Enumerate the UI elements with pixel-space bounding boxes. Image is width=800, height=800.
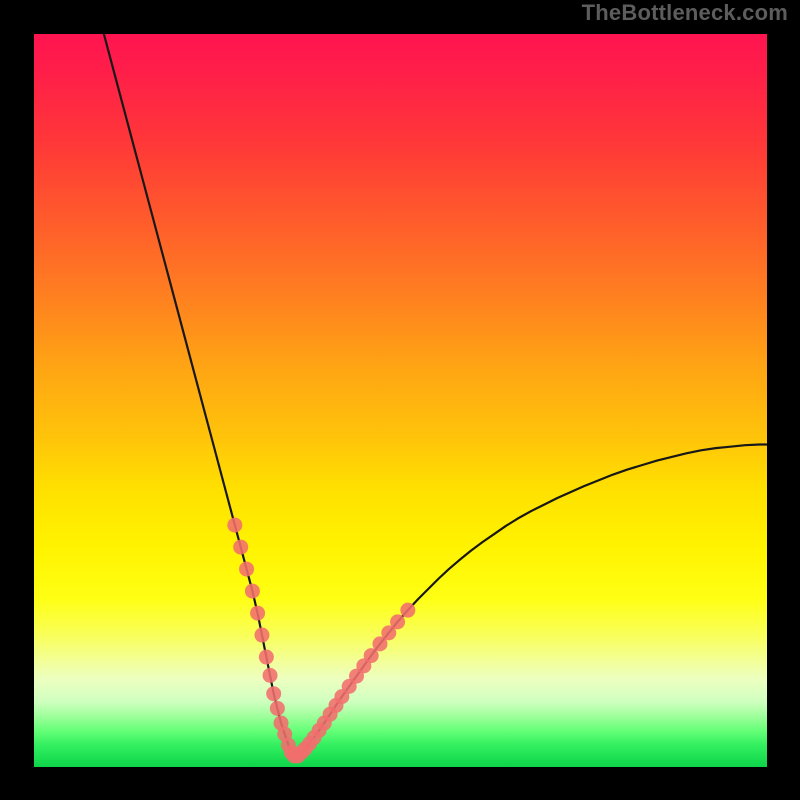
chart-container: { "canvas": { "width": 800, "height": 80… <box>0 0 800 800</box>
watermark-text: TheBottleneck.com <box>582 0 788 26</box>
data-marker <box>259 650 274 665</box>
data-marker <box>227 518 242 533</box>
data-marker <box>239 562 254 577</box>
data-marker <box>254 628 269 643</box>
data-marker <box>245 584 260 599</box>
data-marker <box>233 540 248 555</box>
plot-background-gradient <box>34 34 767 767</box>
data-marker <box>263 668 278 683</box>
data-marker <box>250 606 265 621</box>
data-marker <box>400 603 415 618</box>
data-marker <box>270 701 285 716</box>
bottleneck-curve-chart <box>0 0 800 800</box>
data-marker <box>390 614 405 629</box>
data-marker <box>266 686 281 701</box>
